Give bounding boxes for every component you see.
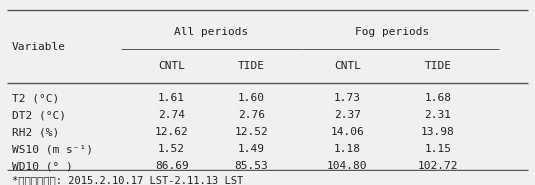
Text: CNTL: CNTL [334,61,361,71]
Text: DT2 (°C): DT2 (°C) [12,110,66,120]
Text: Fog periods: Fog periods [355,27,430,37]
Text: TIDE: TIDE [238,61,265,71]
Text: T2 (°C): T2 (°C) [12,93,59,103]
Text: WD10 (° ): WD10 (° ) [12,161,73,171]
Text: 86.69: 86.69 [155,161,188,171]
Text: 1.18: 1.18 [334,144,361,154]
Text: 2.74: 2.74 [158,110,185,120]
Text: 1.61: 1.61 [158,93,185,103]
Text: 13.98: 13.98 [421,127,455,137]
Text: CNTL: CNTL [158,61,185,71]
Text: 1.15: 1.15 [424,144,452,154]
Text: 2.76: 2.76 [238,110,265,120]
Text: All periods: All periods [174,27,249,37]
Text: 2.37: 2.37 [334,110,361,120]
Text: 85.53: 85.53 [235,161,269,171]
Text: 12.52: 12.52 [235,127,269,137]
Text: RH2 (%): RH2 (%) [12,127,59,137]
Text: *안개발생기간: 2015.2.10.17 LST-2.11.13 LST: *안개발생기간: 2015.2.10.17 LST-2.11.13 LST [12,175,243,185]
Text: 1.68: 1.68 [424,93,452,103]
Text: 12.62: 12.62 [155,127,188,137]
Text: 1.60: 1.60 [238,93,265,103]
Text: 104.80: 104.80 [327,161,368,171]
Text: 2.31: 2.31 [424,110,452,120]
Text: 1.73: 1.73 [334,93,361,103]
Text: Variable: Variable [12,42,66,52]
Text: 1.52: 1.52 [158,144,185,154]
Text: 1.49: 1.49 [238,144,265,154]
Text: TIDE: TIDE [424,61,452,71]
Text: 14.06: 14.06 [331,127,364,137]
Text: WS10 (m s⁻¹): WS10 (m s⁻¹) [12,144,93,154]
Text: 102.72: 102.72 [417,161,458,171]
